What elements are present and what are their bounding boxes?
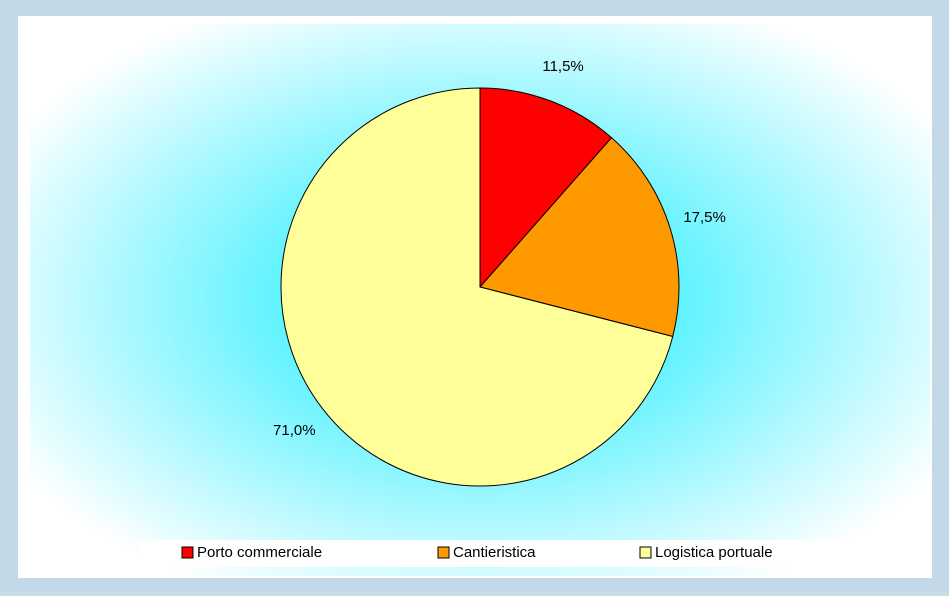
- pie-slice: [280, 87, 674, 487]
- legend-label: Cantieristica: [453, 544, 536, 561]
- legend-label: Logistica portuale: [655, 544, 773, 561]
- data-label: 71,0%: [273, 422, 316, 439]
- legend-label: Porto commerciale: [197, 544, 322, 561]
- pie-slice: [479, 137, 680, 338]
- legend-swatch: [437, 546, 450, 559]
- data-label: 11,5%: [542, 58, 583, 75]
- pie-slice: [479, 87, 613, 289]
- legend-swatch: [639, 546, 652, 559]
- legend: [140, 540, 843, 567]
- legend-swatch: [181, 546, 194, 559]
- data-label: 17,5%: [683, 209, 726, 226]
